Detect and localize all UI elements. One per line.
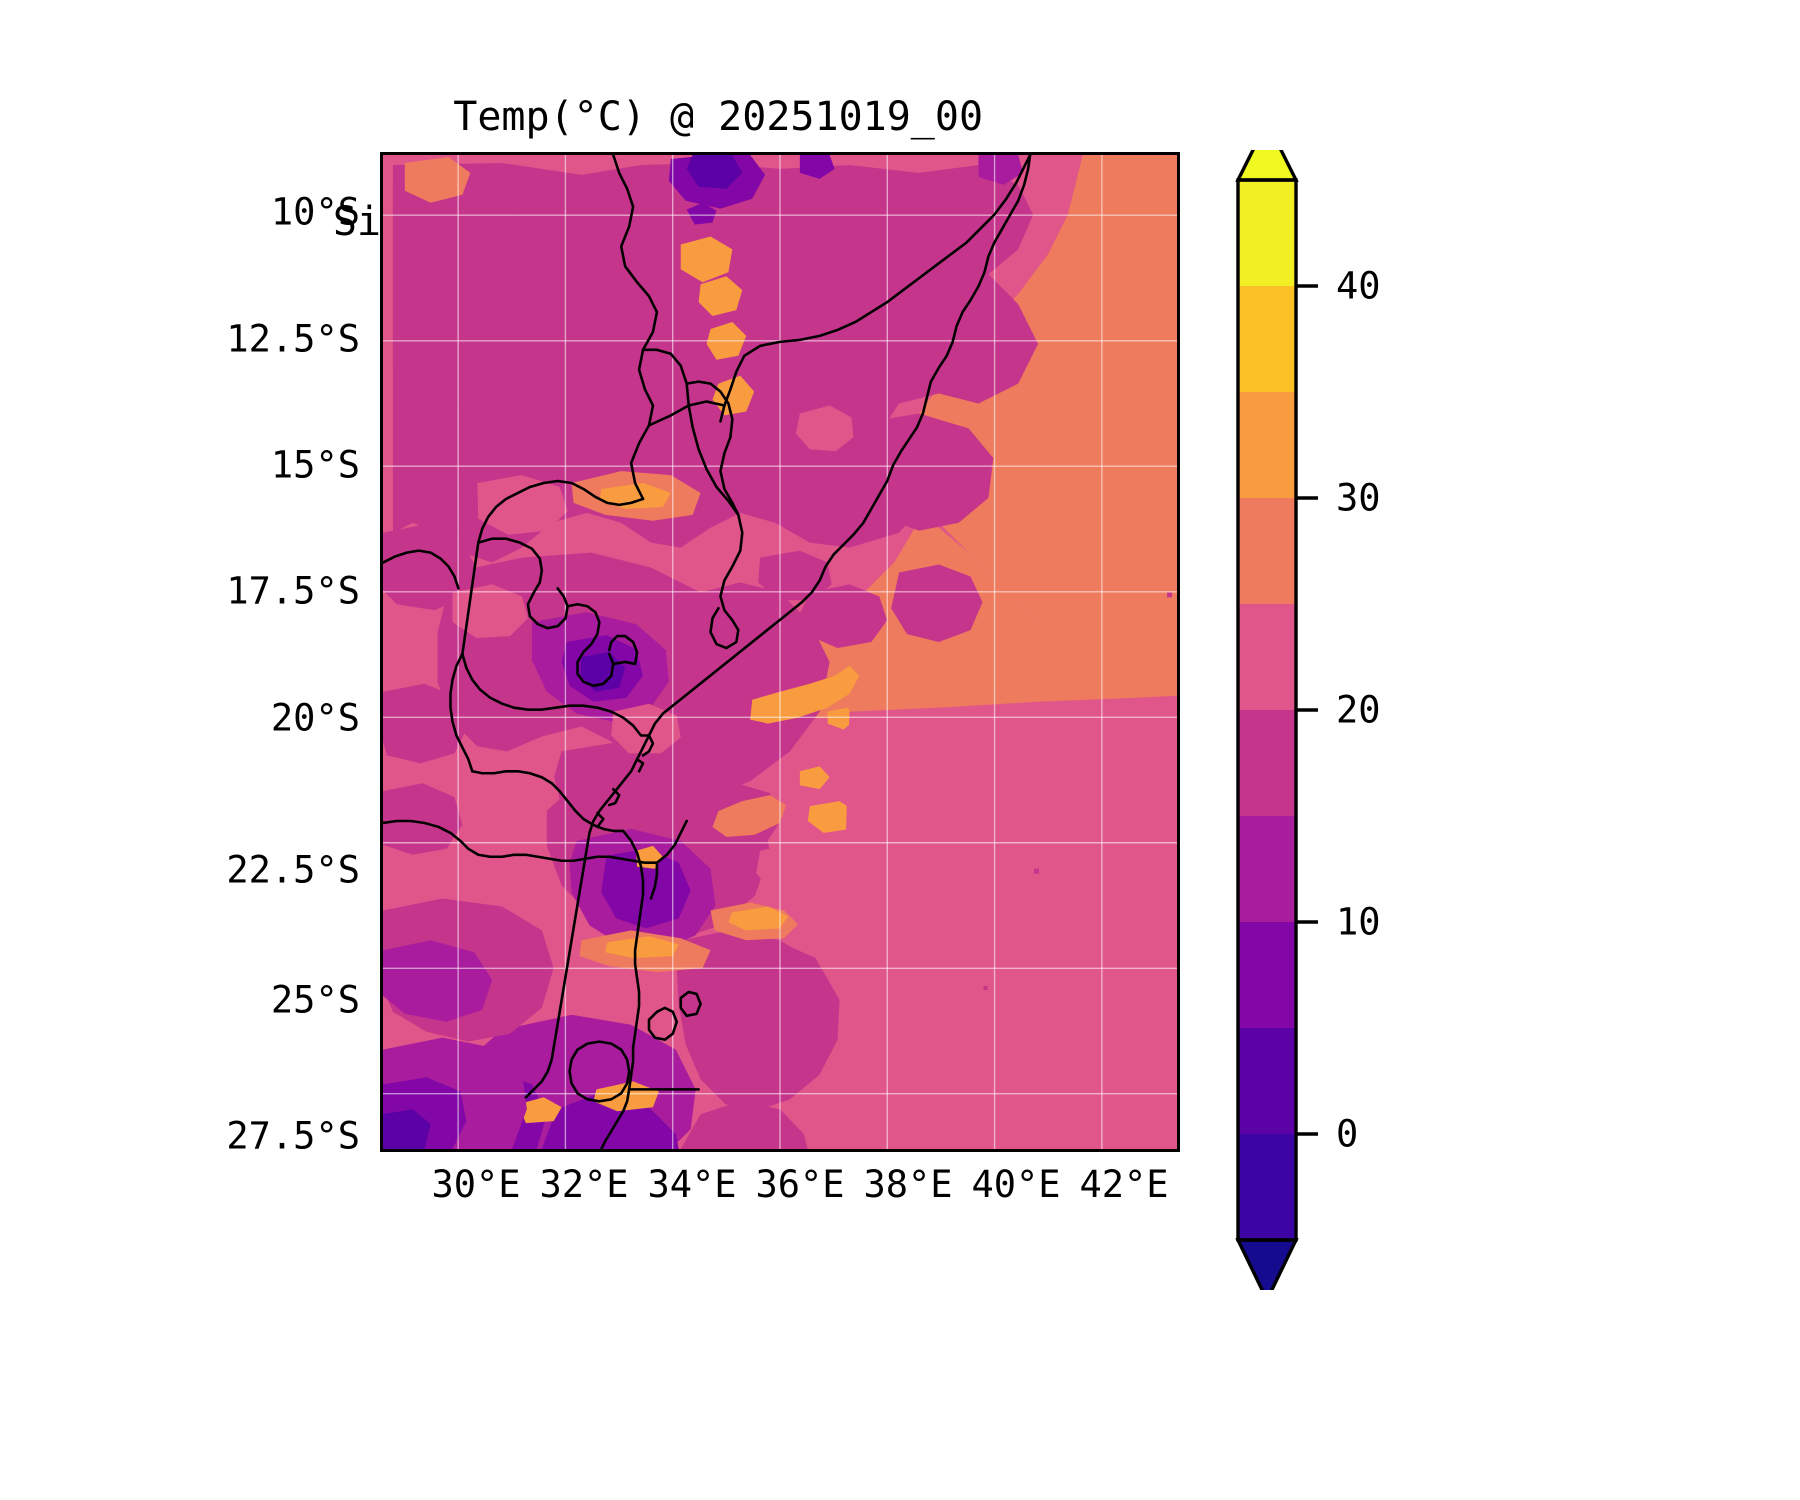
ytick-label-3: 17.5°S bbox=[226, 569, 360, 613]
colorbar-under-arrow bbox=[1235, 1238, 1299, 1290]
title-line-1: Temp(°C) @ 20251019_00 bbox=[453, 93, 984, 140]
xtick-label-0: 30°E bbox=[431, 1163, 521, 1206]
colorbar: 0 10 20 30 40 bbox=[1230, 150, 1480, 1290]
colorbar-tick-label-1: 10 bbox=[1336, 900, 1381, 944]
colorbar-bands bbox=[1238, 180, 1296, 1240]
colorbar-ticks bbox=[1296, 284, 1318, 1136]
colorbar-tick-label-3: 30 bbox=[1336, 476, 1381, 520]
colorbar-svg bbox=[1235, 150, 1318, 1290]
ytick-label-7: 27.5°S bbox=[226, 1114, 360, 1158]
ytick-label-0: 10°S bbox=[270, 190, 360, 234]
colorbar-tick-label-4: 40 bbox=[1336, 264, 1381, 308]
xtick-label-1: 32°E bbox=[539, 1163, 629, 1206]
colorbar-tick-label-0: 0 bbox=[1336, 1112, 1359, 1156]
xtick-label-5: 40°E bbox=[971, 1163, 1061, 1206]
colorbar-over-arrow bbox=[1235, 150, 1299, 182]
ytick-label-4: 20°S bbox=[270, 696, 360, 740]
colorbar-tick-label-2: 20 bbox=[1336, 688, 1381, 732]
xtick-label-6: 42°E bbox=[1079, 1163, 1169, 1206]
ytick-label-2: 15°S bbox=[270, 443, 360, 487]
map-axes bbox=[380, 152, 1180, 1152]
ytick-label-6: 25°S bbox=[270, 978, 360, 1022]
map-gridlines bbox=[383, 155, 1177, 1149]
ytick-label-5: 22.5°S bbox=[226, 848, 360, 892]
xtick-label-4: 38°E bbox=[863, 1163, 953, 1206]
temperature-field bbox=[383, 155, 1177, 1149]
ytick-label-1: 12.5°S bbox=[226, 317, 360, 361]
xtick-label-3: 36°E bbox=[755, 1163, 845, 1206]
coastlines-and-borders bbox=[383, 155, 1177, 1149]
xtick-label-2: 34°E bbox=[647, 1163, 737, 1206]
